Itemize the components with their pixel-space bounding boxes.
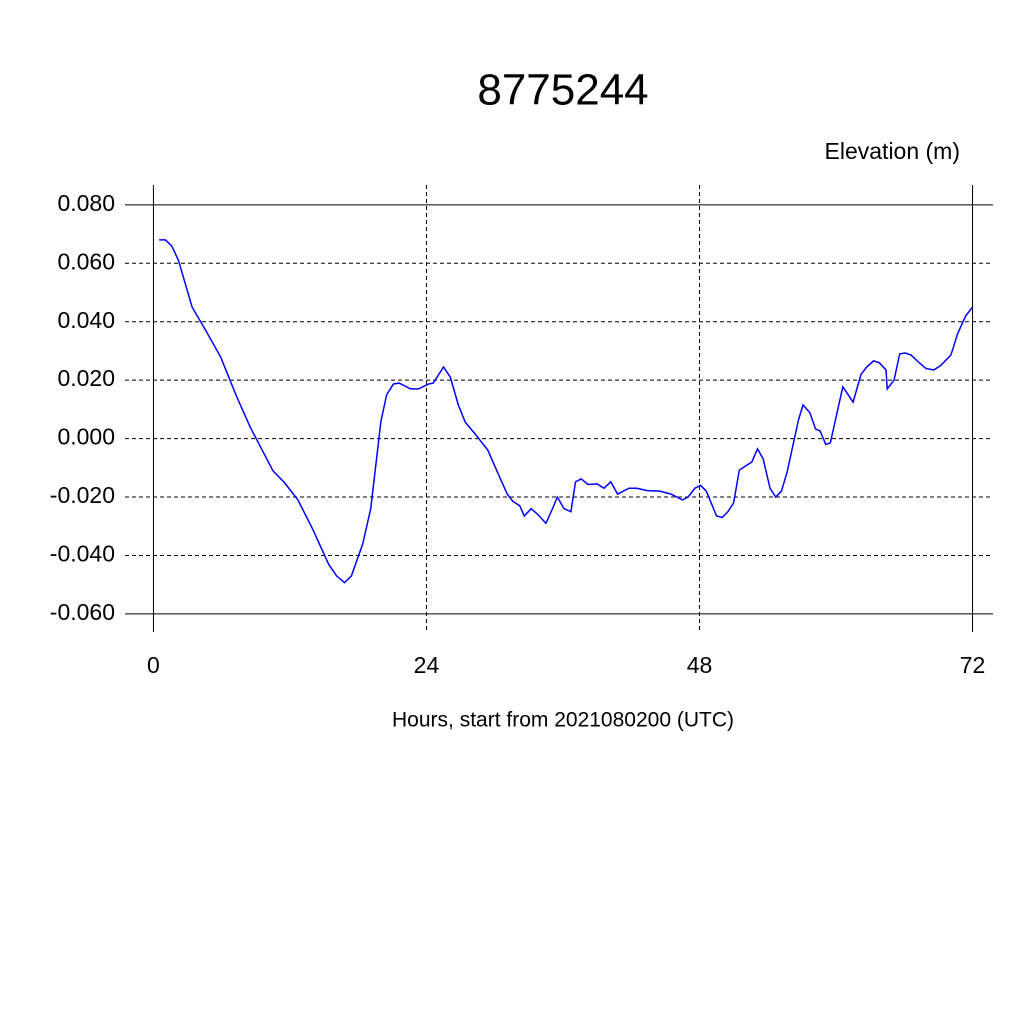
y-tick-label: -0.020: [50, 482, 115, 508]
y-axis-label: Elevation (m): [825, 138, 960, 164]
x-tick-label: 24: [414, 652, 440, 678]
data-line: [159, 239, 974, 584]
y-tick-label: 0.080: [57, 190, 115, 216]
y-tick-label: -0.040: [50, 541, 115, 567]
x-tick-label: 48: [687, 652, 713, 678]
y-tick-label: -0.060: [50, 599, 115, 625]
y-tick-label: 0.060: [57, 248, 115, 274]
y-tick-label: 0.000: [57, 424, 115, 450]
y-tick-label: 0.020: [57, 365, 115, 391]
x-tick-label: 72: [960, 652, 986, 678]
x-axis-label: Hours, start from 2021080200 (UTC): [392, 709, 734, 732]
y-tick-label: 0.040: [57, 307, 115, 333]
x-tick-label: 0: [147, 652, 160, 678]
chart-title: 8775244: [477, 66, 648, 115]
